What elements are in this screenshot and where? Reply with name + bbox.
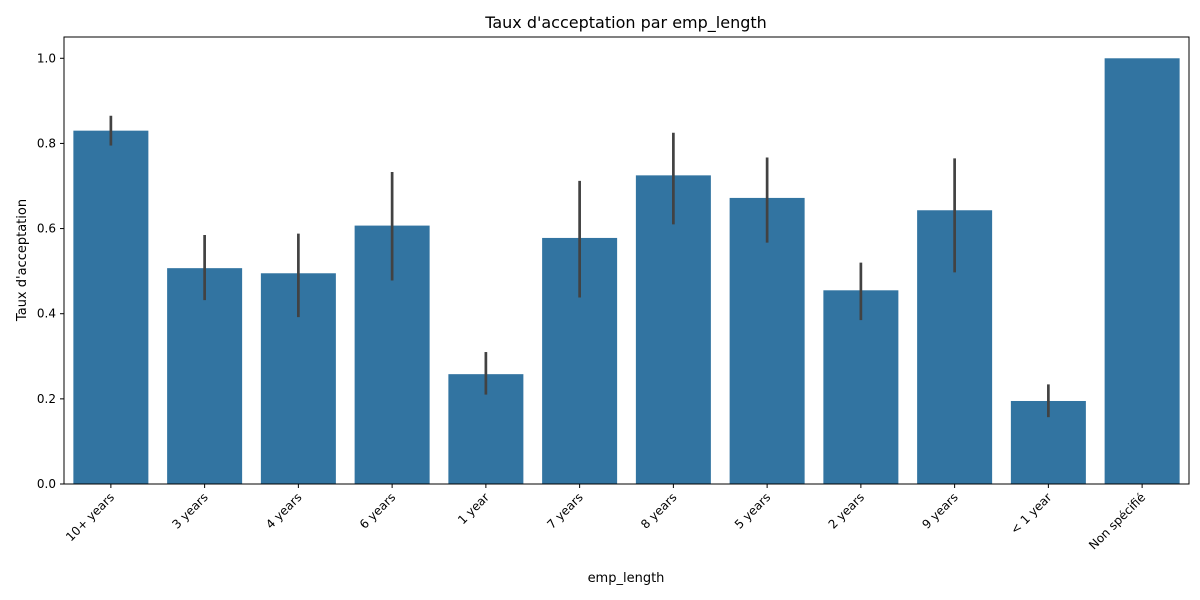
y-tick-label: 1.0: [37, 51, 56, 65]
bars-group: [73, 58, 1180, 485]
error-bars-group: [109, 115, 1050, 418]
bar: [729, 197, 805, 485]
y-tick-label: 0.2: [37, 392, 56, 406]
bar: [167, 268, 243, 484]
y-axis: 0.0 0.2 0.4 0.6 0.8 1.0: [37, 51, 64, 491]
chart-title: Taux d'acceptation par emp_length: [484, 13, 767, 33]
y-tick-label: 0.4: [37, 307, 56, 321]
x-axis-label: emp_length: [588, 571, 665, 586]
bar: [635, 175, 711, 484]
bar: [1104, 58, 1180, 485]
plot-area-frame: [63, 36, 1190, 485]
bar: [823, 290, 899, 484]
y-tick-label: 0.0: [37, 477, 56, 491]
bar: [73, 130, 149, 484]
y-tick-label: 0.8: [37, 136, 56, 150]
y-tick-label: 0.6: [37, 222, 56, 236]
y-axis-label: Taux d'acceptation: [15, 199, 30, 322]
